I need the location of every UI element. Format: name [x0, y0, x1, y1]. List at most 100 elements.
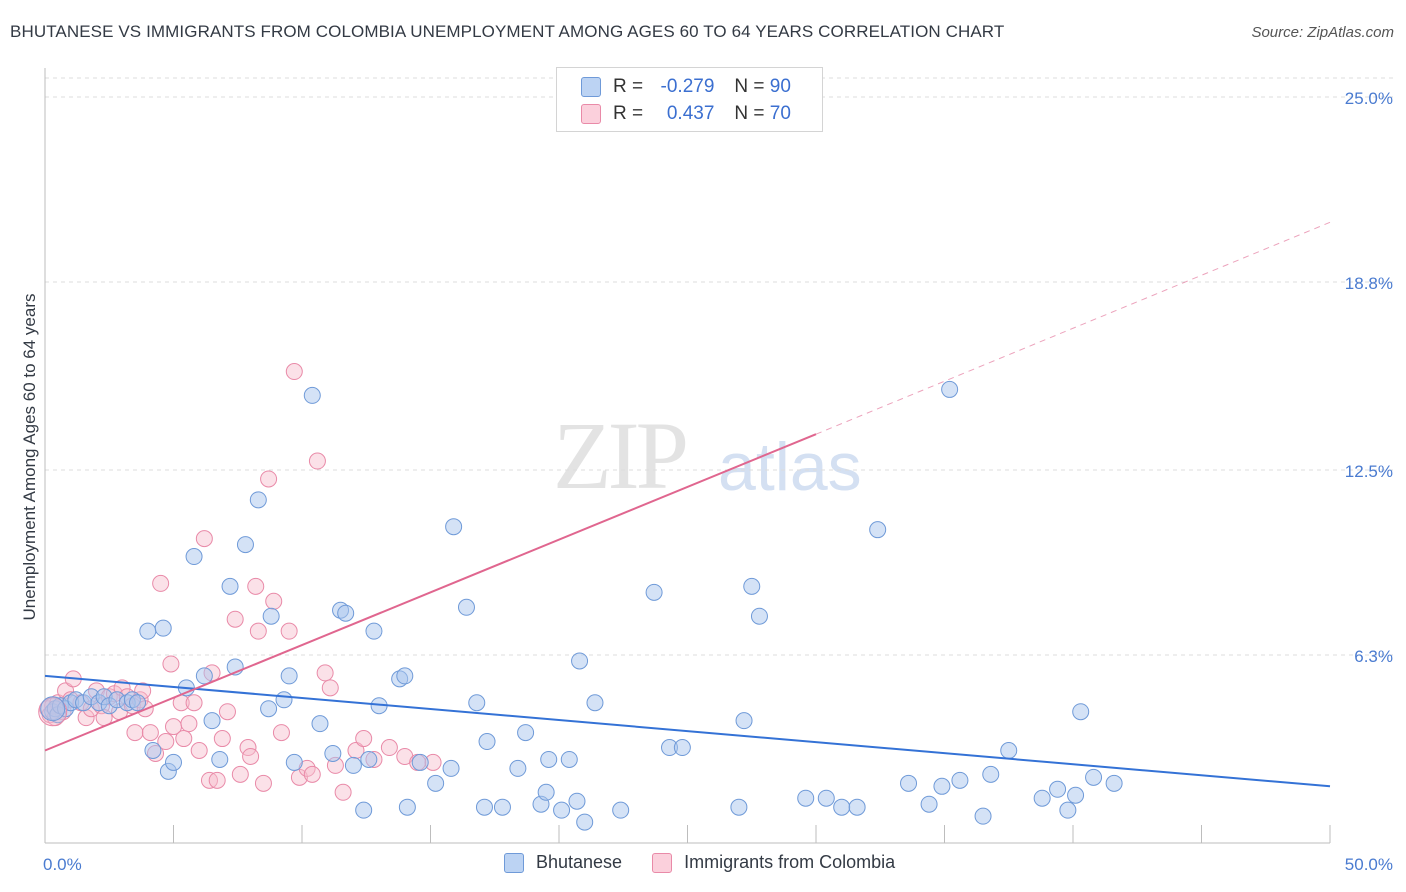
bhutanese-point [360, 750, 378, 768]
bhutanese-point [355, 801, 373, 819]
bhutanese-point [571, 652, 589, 670]
colombia-point [242, 747, 260, 765]
legend-n-value: 70 [769, 103, 791, 124]
colombia-point [272, 724, 290, 742]
bhutanese-point [517, 724, 535, 742]
series-legend: Bhutanese Immigrants from Colombia [504, 852, 925, 873]
bhutanese-point [612, 801, 630, 819]
colombia-point [180, 715, 198, 733]
bhutanese-point [285, 753, 303, 771]
bhutanese-point [303, 386, 321, 404]
bhutanese-point [365, 622, 383, 640]
colombia-point [285, 363, 303, 381]
bhutanese-point [568, 792, 586, 810]
bhutanese-point [442, 759, 460, 777]
correlation-legend: R = -0.279 N = 90 R = 0.437 N = 70 [556, 67, 823, 132]
legend-swatch-pink [581, 104, 601, 124]
bhutanese-point [427, 774, 445, 792]
bhutanese-point [833, 798, 851, 816]
colombia-point [213, 730, 231, 748]
bhutanese-point [154, 619, 172, 637]
y-tick-label: 12.5% [1345, 462, 1393, 481]
bhutanese-point [445, 518, 463, 536]
bhutanese-point [236, 536, 254, 554]
colombia-point [334, 783, 352, 801]
bhutanese-point [920, 795, 938, 813]
colombia-point [218, 703, 236, 721]
colombia-trendline-extension [815, 221, 1331, 435]
bhutanese-point [398, 798, 416, 816]
bhutanese-point [396, 667, 414, 685]
bhutanese-point [900, 774, 918, 792]
source-label: Source: ZipAtlas.com [1251, 24, 1394, 41]
bhutanese-point [540, 750, 558, 768]
bhutanese-point [735, 712, 753, 730]
series-legend-label: Bhutanese [536, 852, 623, 872]
colombia-point [157, 733, 175, 751]
bhutanese-point [1085, 768, 1103, 786]
bhutanese-cluster-point [40, 696, 66, 722]
colombia-trendline [44, 433, 817, 752]
bhutanese-point [211, 750, 229, 768]
bhutanese-point [730, 798, 748, 816]
bhutanese-point [280, 667, 298, 685]
series-legend-label: Immigrants from Colombia [684, 852, 896, 872]
bhutanese-point [553, 801, 571, 819]
x-tick-label: 50.0% [1345, 855, 1393, 874]
colombia-point [152, 574, 170, 592]
bhutanese-point [203, 712, 221, 730]
bhutanese-point [673, 739, 691, 757]
bhutanese-point [275, 691, 293, 709]
bhutanese-point [817, 789, 835, 807]
colombia-point [321, 679, 339, 697]
series-legend-bhutanese: Bhutanese [504, 852, 622, 873]
colombia-point [208, 771, 226, 789]
bhutanese-point [982, 765, 1000, 783]
bhutanese-point [848, 798, 866, 816]
watermark-zip: ZIP [553, 402, 689, 509]
colombia-point [175, 730, 193, 748]
colombia-point [185, 694, 203, 712]
y-tick-label: 18.8% [1345, 274, 1393, 293]
colombia-point [247, 577, 265, 595]
colombia-point [254, 774, 272, 792]
bhutanese-point [951, 771, 969, 789]
bhutanese-point [262, 607, 280, 625]
bhutanese-point [195, 667, 213, 685]
colombia-point [195, 530, 213, 548]
bhutanese-point [1072, 703, 1090, 721]
colombia-point [231, 765, 249, 783]
bhutanese-point [221, 577, 239, 595]
bhutanese-point [1033, 789, 1051, 807]
bhutanese-point [933, 777, 951, 795]
y-tick-label: 25.0% [1345, 89, 1393, 108]
bhutanese-point [941, 380, 959, 398]
bhutanese-point [1067, 786, 1085, 804]
bhutanese-point [457, 598, 475, 616]
colombia-point [190, 741, 208, 759]
legend-row-colombia: R = 0.437 N = 70 [581, 102, 791, 126]
colombia-point [162, 655, 180, 673]
bhutanese-point [249, 491, 267, 509]
legend-n-label: N = [734, 103, 765, 124]
bhutanese-trendline [44, 674, 1331, 788]
bhutanese-point [260, 700, 278, 718]
bhutanese-point [750, 607, 768, 625]
bhutanese-point [411, 753, 429, 771]
colombia-point [126, 724, 144, 742]
watermark-atlas: atlas [718, 429, 862, 505]
legend-r-label: R = [613, 76, 644, 97]
bhutanese-point [560, 750, 578, 768]
colombia-point [280, 622, 298, 640]
bhutanese-point [185, 548, 203, 566]
legend-n-value: 90 [769, 76, 791, 97]
colombia-point [303, 765, 321, 783]
bhutanese-point [144, 741, 162, 759]
bhutanese-point [576, 813, 594, 831]
bhutanese-point [493, 798, 511, 816]
bhutanese-point [344, 756, 362, 774]
bhutanese-point [478, 733, 496, 751]
bhutanese-point [974, 807, 992, 825]
x-tick-label: 0.0% [43, 855, 82, 874]
